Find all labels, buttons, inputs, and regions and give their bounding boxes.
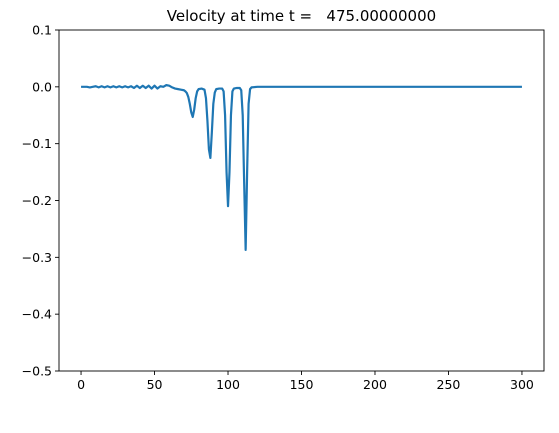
- x-tick-label: 100: [216, 377, 240, 392]
- x-tick-label: 300: [510, 377, 534, 392]
- chart-title: Velocity at time t = 475.00000000: [167, 7, 436, 25]
- plot-area: [81, 84, 522, 252]
- y-tick-label: −0.2: [22, 193, 52, 208]
- y-tick-label: 0.0: [32, 79, 52, 94]
- x-tick-label: 150: [290, 377, 314, 392]
- axis-ticks: 0 50 100 150 200 250 300 0.1 0.0 −0.1 −0.2 −0.3 −0.4…: [22, 23, 534, 393]
- series-line-0: [81, 84, 522, 252]
- x-tick-label: 200: [363, 377, 387, 392]
- y-tick-label: −0.4: [22, 307, 52, 322]
- y-tick-label: −0.1: [22, 136, 52, 151]
- x-tick-label: 250: [437, 377, 461, 392]
- axes-frame: [58, 29, 545, 372]
- x-tick-label: 0: [77, 377, 85, 392]
- y-tick-label: 0.1: [32, 23, 52, 38]
- x-tick-label: 50: [147, 377, 163, 392]
- y-tick-label: −0.5: [22, 364, 52, 379]
- y-tick-label: −0.3: [22, 250, 52, 265]
